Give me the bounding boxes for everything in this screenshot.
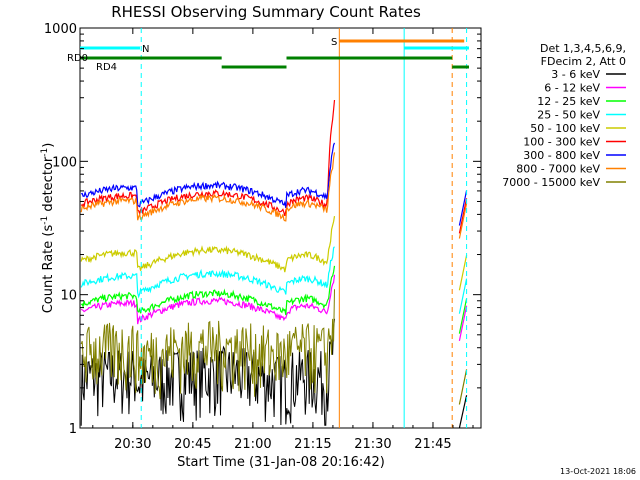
x-axis-label: Start Time (31-Jan-08 20:16:42)	[177, 455, 385, 470]
y-tick-label: 1	[69, 422, 77, 437]
x-tick-label: 20:30	[114, 437, 151, 452]
series-line	[80, 289, 335, 400]
legend-header: Det 1,3,4,5,6,9,	[540, 42, 626, 55]
x-tick-label: 21:30	[354, 437, 391, 452]
legend-entry-label: 3 - 6 keV	[551, 68, 600, 81]
series-line-tail	[458, 298, 468, 334]
y-tick-label: 10	[60, 289, 77, 304]
series-line-tail	[458, 278, 468, 314]
plot-frame	[79, 27, 482, 429]
series-line	[80, 99, 336, 217]
series-line	[80, 265, 336, 316]
series-line-tail	[458, 198, 468, 234]
n-label: N	[142, 44, 149, 55]
legend-entry-label: 6 - 12 keV	[544, 82, 600, 95]
y-tick-label: 100	[52, 155, 77, 170]
series-line-tail	[458, 369, 468, 405]
legend-entry-label: 800 - 7000 keV	[516, 163, 600, 176]
series-line-tail	[458, 395, 468, 429]
y-axis-label: Count Rate (s-1 detector-1)	[40, 143, 56, 314]
x-tick-label: 21:45	[414, 437, 451, 452]
rd0-label: RD0	[67, 53, 88, 64]
legend-entry-label: 300 - 800 keV	[523, 149, 600, 162]
plot-marks: RD0 RD4 N S	[67, 28, 469, 429]
series-line	[80, 246, 335, 299]
series-line-tail	[458, 305, 468, 342]
series-line-tail	[458, 254, 468, 291]
s-label: S	[331, 37, 337, 48]
x-tick-label: 21:00	[234, 437, 271, 452]
legend: Det 1,3,4,5,6,9,FDecim 2, Att 03 - 6 keV…	[502, 42, 626, 189]
rd4-label: RD4	[96, 62, 117, 73]
chart-title: RHESSI Observing Summary Count Rates	[111, 3, 421, 21]
legend-entry-label: 7000 - 15000 keV	[502, 176, 600, 189]
series-line	[80, 318, 335, 426]
series-line	[80, 152, 336, 222]
series-line-tail	[458, 203, 468, 239]
series-line	[80, 216, 336, 273]
legend-entry-label: 100 - 300 keV	[523, 136, 600, 149]
y-tick-label: 1000	[44, 22, 77, 37]
legend-entry-label: 25 - 50 keV	[537, 109, 600, 122]
axis-ticks: 20:30 20:45 21:00 21:15 21:30 21:45 1 10 100 1000	[44, 22, 481, 452]
series-line	[81, 142, 336, 209]
legend-header: FDecim 2, Att 0	[541, 55, 626, 68]
footnote: 13-Oct-2021 18:06	[560, 467, 636, 476]
legend-entry-label: 12 - 25 keV	[537, 95, 600, 108]
series-line-tail	[458, 190, 468, 226]
legend-entry-label: 50 - 100 keV	[530, 122, 600, 135]
x-tick-label: 21:15	[294, 437, 331, 452]
x-tick-label: 20:45	[174, 437, 211, 452]
series-line	[80, 274, 336, 325]
